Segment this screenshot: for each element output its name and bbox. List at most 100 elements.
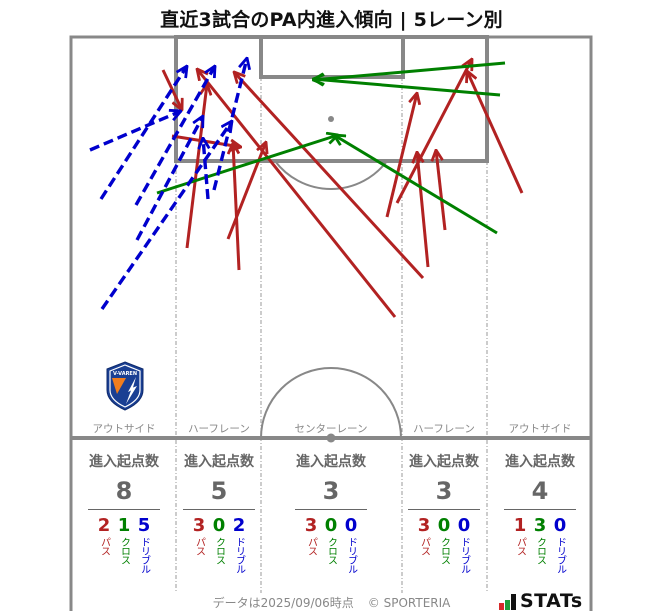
count-value: 1 — [117, 515, 131, 536]
count-dribble: 0 ドリブル — [454, 515, 474, 573]
count-label: クロス — [325, 537, 337, 564]
stat-total: 3 — [435, 477, 453, 505]
stat-title: 進入起点数 — [409, 454, 479, 470]
count-cross: 0 クロス — [209, 515, 229, 573]
count-label: ドリブル — [345, 537, 357, 573]
count-dribble: 5 ドリブル — [134, 515, 154, 573]
count-label: ドリブル — [138, 537, 150, 573]
count-pass: 3 パス — [189, 515, 209, 573]
count-cross: 1 クロス — [114, 515, 134, 573]
arrow-dribble — [135, 116, 205, 241]
arrow-pass — [234, 72, 425, 280]
arrow-cross — [156, 135, 338, 195]
stat-total: 8 — [115, 477, 133, 505]
count-label: パス — [418, 537, 430, 555]
arrow-pass — [385, 93, 417, 218]
lane-stats-center: 進入起点数 3 3 パス 0 クロス 0 ドリブル — [283, 452, 379, 573]
count-value: 0 — [324, 515, 338, 536]
goal-area — [259, 35, 405, 79]
count-value: 0 — [457, 515, 471, 536]
arrow-pass — [233, 143, 241, 271]
count-value: 2 — [97, 515, 111, 536]
arrow-dribble — [100, 121, 232, 310]
count-value: 3 — [417, 515, 431, 536]
count-label: パス — [193, 537, 205, 555]
lane-label-right-outside: アウトサイド — [508, 423, 572, 435]
penalty-spot — [328, 116, 334, 122]
arrow-pass — [226, 142, 266, 240]
count-label: クロス — [213, 537, 225, 564]
count-label: パス — [305, 537, 317, 555]
count-pass: 3 パス — [301, 515, 321, 573]
count-label: ドリブル — [458, 537, 470, 573]
stat-divider — [504, 509, 576, 510]
arrow-pass — [185, 84, 207, 249]
stat-title: 進入起点数 — [296, 454, 366, 470]
count-dribble: 0 ドリブル — [550, 515, 570, 573]
arrow-pass — [171, 134, 241, 147]
stat-breakdown: 3 パス 0 クロス 0 ドリブル — [283, 515, 379, 573]
arrow-dribble — [203, 138, 208, 200]
stat-total: 4 — [531, 477, 549, 505]
count-pass: 2 パス — [94, 515, 114, 573]
arrow-dribble — [99, 66, 187, 200]
stat-breakdown: 3 パス 0 クロス 0 ドリブル — [396, 515, 492, 573]
count-value: 0 — [437, 515, 451, 536]
arrow-dribble — [89, 111, 181, 152]
count-label: パス — [514, 537, 526, 555]
lane-stats-left-half: 進入起点数 5 3 パス 0 クロス 2 ドリブル — [171, 452, 267, 573]
count-label: クロス — [118, 537, 130, 564]
count-label: パス — [98, 537, 110, 555]
bar-chart-icon — [499, 594, 517, 610]
team-logo-text: V-VAREN — [113, 371, 137, 377]
stat-title: 進入起点数 — [184, 454, 254, 470]
count-dribble: 0 ドリブル — [341, 515, 361, 573]
count-value: 3 — [192, 515, 206, 536]
count-value: 0 — [344, 515, 358, 536]
team-logo-icon: V-VAREN — [106, 361, 144, 411]
center-spot — [326, 433, 336, 443]
count-value: 3 — [533, 515, 547, 536]
footer: データは2025/09/06時点 © SPORTERIA — [0, 596, 663, 610]
stat-total: 3 — [322, 477, 340, 505]
count-cross: 0 クロス — [321, 515, 341, 573]
arrow-pass — [467, 71, 524, 194]
stat-title: 進入起点数 — [505, 454, 575, 470]
count-value: 3 — [304, 515, 318, 536]
lane-label-left-half: ハーフレーン — [188, 423, 250, 435]
arrow-pass — [197, 69, 397, 318]
page-title: 直近3試合のPA内進入傾向 | 5レーン別 — [160, 9, 503, 31]
arrow-dribble — [134, 66, 215, 206]
arrow-cross — [313, 79, 501, 97]
penalty-arc — [274, 160, 388, 190]
count-cross: 3 クロス — [530, 515, 550, 573]
count-value: 2 — [232, 515, 246, 536]
count-label: クロス — [438, 537, 450, 564]
arrow-pass — [417, 152, 430, 268]
count-value: 0 — [553, 515, 567, 536]
stat-divider — [183, 509, 255, 510]
count-cross: 0 クロス — [434, 515, 454, 573]
stat-title: 進入起点数 — [89, 454, 159, 470]
arrow-pass — [161, 69, 182, 110]
count-pass: 1 パス — [510, 515, 530, 573]
lane-lines — [175, 77, 488, 593]
arrow-cross — [313, 61, 506, 80]
lane-stats-left-outside: 進入起点数 8 2 パス 1 クロス 5 ドリブル — [76, 452, 172, 573]
brand-name: STATs — [520, 590, 583, 612]
lane-label-right-half: ハーフレーン — [413, 423, 475, 435]
arrow-cross — [334, 135, 498, 235]
stat-breakdown: 1 パス 3 クロス 0 ドリブル — [492, 515, 588, 573]
count-label: ドリブル — [554, 537, 566, 573]
lane-label-left-outside: アウトサイド — [92, 423, 156, 435]
count-pass: 3 パス — [414, 515, 434, 573]
arrow-pass — [436, 150, 447, 231]
stat-breakdown: 3 パス 0 クロス 2 ドリブル — [171, 515, 267, 573]
copyright: © SPORTERIA — [367, 596, 451, 610]
lane-stats-right-half: 進入起点数 3 3 パス 0 クロス 0 ドリブル — [396, 452, 492, 573]
stat-total: 5 — [210, 477, 228, 505]
count-label: クロス — [534, 537, 546, 564]
arrow-dribble — [212, 58, 247, 191]
stats-brand-logo: STATs — [499, 590, 583, 612]
